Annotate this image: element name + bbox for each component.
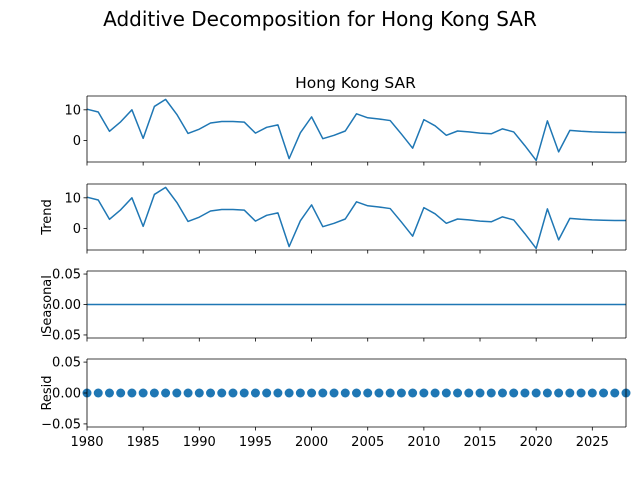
y-tick-label: 0	[73, 134, 81, 149]
resid-point	[396, 388, 406, 398]
seasonal-ylabel: Seasonal	[40, 275, 55, 334]
resid-point	[352, 388, 361, 398]
resid-point	[520, 388, 530, 398]
x-tick-label: 2010	[407, 435, 440, 450]
resid-point	[138, 388, 148, 398]
resid-point	[262, 388, 272, 398]
resid-point	[206, 388, 216, 398]
resid-point	[453, 388, 463, 398]
resid-point	[374, 388, 384, 398]
resid-point	[217, 388, 227, 398]
panel-observed: 10 0	[64, 95, 627, 166]
resid-point	[183, 388, 193, 398]
resid-point	[307, 388, 317, 398]
resid-point	[228, 388, 238, 398]
resid-point	[599, 388, 609, 398]
trend-series-line	[86, 186, 626, 250]
x-tick-label: 2000	[295, 435, 328, 450]
resid-point	[340, 388, 350, 398]
observed-series-line	[86, 98, 626, 162]
resid-point	[509, 388, 519, 398]
resid-point	[408, 388, 418, 398]
resid-point	[172, 388, 182, 398]
resid-ylabel: Resid	[40, 375, 55, 410]
resid-point	[127, 388, 137, 398]
resid-point	[475, 388, 485, 398]
x-tick-label: 2005	[351, 435, 384, 450]
resid-point	[464, 388, 474, 398]
resid-point	[194, 388, 204, 398]
y-tick-label: −0.05	[41, 417, 81, 432]
resid-point	[161, 388, 171, 398]
resid-point	[318, 388, 328, 398]
x-tick-label: 2015	[463, 435, 496, 450]
resid-point	[587, 388, 597, 398]
y-tick-label: 10	[64, 191, 81, 206]
resid-point	[565, 388, 575, 398]
resid-point	[486, 388, 496, 398]
resid-point	[554, 388, 564, 398]
resid-point	[149, 388, 159, 398]
resid-point	[239, 388, 249, 398]
resid-point	[441, 388, 451, 398]
resid-point	[104, 388, 114, 398]
resid-point	[497, 388, 507, 398]
y-tick-label: −0.05	[41, 328, 81, 343]
x-tick-label: 1995	[239, 435, 272, 450]
x-tick-label: 2020	[520, 435, 553, 450]
x-tick-label: 1980	[70, 435, 103, 450]
x-tick-label: 1990	[183, 435, 216, 450]
y-tick-label: 0.00	[52, 387, 81, 402]
trend-ylabel: Trend	[40, 199, 55, 236]
resid-point	[295, 388, 305, 398]
y-tick-label: 10	[64, 103, 81, 118]
figure-title: Additive Decomposition for Hong Kong SAR	[103, 7, 537, 31]
resid-point	[363, 388, 373, 398]
resid-point	[610, 388, 620, 398]
x-tick-label: 1985	[127, 435, 160, 450]
panel-resid: 0.05 0.00 −0.05 Resid 1980 1985 1990 1995 2000 20…	[40, 356, 631, 450]
y-tick-label: 0.05	[52, 356, 81, 371]
resid-point	[273, 388, 283, 398]
resid-point	[385, 388, 395, 398]
resid-point	[250, 388, 260, 398]
resid-point	[284, 388, 294, 398]
resid-point	[542, 388, 552, 398]
resid-point	[576, 388, 586, 398]
resid-point	[329, 388, 339, 398]
x-tick-label: 2025	[576, 435, 609, 450]
resid-point	[430, 388, 440, 398]
y-tick-label: 0	[73, 222, 81, 237]
panel-trend: 10 0 Trend	[40, 183, 627, 254]
resid-point	[419, 388, 429, 398]
subplot-title: Hong Kong SAR	[295, 74, 416, 92]
y-tick-label: 0.05	[52, 268, 81, 283]
resid-point	[531, 388, 541, 398]
y-tick-label: 0.00	[52, 298, 81, 313]
resid-point	[116, 388, 126, 398]
resid-point	[93, 388, 103, 398]
